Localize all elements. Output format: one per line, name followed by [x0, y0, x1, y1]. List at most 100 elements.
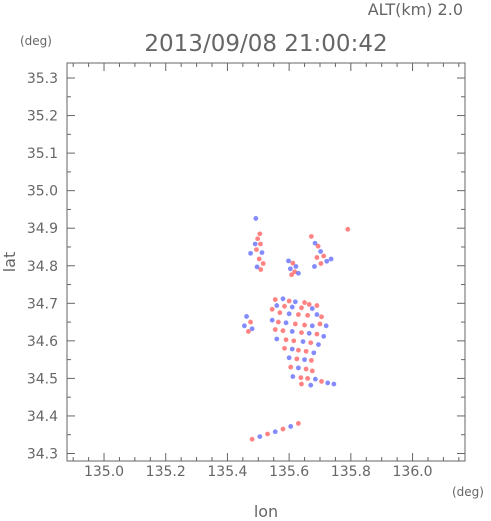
data-point — [272, 297, 278, 302]
data-point — [292, 269, 298, 275]
axis-ticks — [67, 63, 465, 461]
plot-frame — [66, 62, 466, 462]
data-point — [319, 379, 324, 384]
data-point — [316, 342, 321, 348]
data-points — [242, 216, 351, 442]
y-tick-label: 35.0 — [27, 184, 58, 200]
x-tick-label: 135.4 — [207, 464, 247, 480]
data-point — [324, 258, 330, 264]
data-point — [274, 336, 280, 342]
data-point — [295, 365, 301, 371]
data-point — [314, 312, 320, 317]
data-point — [299, 330, 304, 335]
y-axis-label: lat — [0, 252, 19, 273]
data-point — [303, 366, 309, 372]
data-point — [269, 306, 275, 312]
data-point — [295, 312, 301, 317]
y-tick-label: 34.6 — [27, 334, 58, 350]
x-tick-label: 136.0 — [393, 464, 433, 480]
data-point — [328, 256, 334, 262]
data-point — [302, 300, 307, 305]
data-point — [244, 314, 249, 319]
data-point — [248, 250, 253, 256]
x-unit-label: (deg) — [452, 485, 484, 499]
data-point — [308, 357, 314, 363]
chart-title: 2013/09/08 21:00:42 — [144, 31, 387, 57]
data-point — [259, 250, 265, 256]
data-point — [331, 381, 337, 387]
data-point — [255, 236, 261, 242]
data-point — [254, 247, 259, 253]
data-point — [289, 329, 295, 334]
data-point — [283, 320, 289, 326]
data-point — [345, 226, 351, 232]
data-point — [305, 375, 311, 381]
data-point — [302, 357, 307, 363]
x-tick-label: 135.0 — [84, 464, 124, 480]
data-point — [287, 266, 293, 272]
data-point — [282, 345, 287, 351]
data-point — [242, 323, 247, 329]
data-point — [288, 364, 294, 370]
y-tick-label: 35.3 — [27, 71, 58, 87]
data-point — [280, 296, 286, 302]
data-point — [277, 310, 283, 316]
data-point — [272, 429, 278, 435]
data-point — [295, 270, 301, 276]
y-tick-label: 35.2 — [27, 109, 58, 125]
y-unit-label: (deg) — [20, 34, 52, 48]
data-point — [272, 327, 278, 332]
data-point — [252, 241, 258, 247]
data-point — [303, 348, 309, 354]
data-point — [311, 350, 317, 356]
data-point — [274, 303, 280, 308]
data-point — [260, 261, 266, 266]
data-point — [298, 375, 304, 381]
data-point — [292, 321, 298, 327]
data-point — [299, 381, 304, 387]
x-tick-label: 135.8 — [331, 464, 371, 480]
x-axis-label: lon — [254, 502, 278, 521]
data-point — [282, 303, 287, 309]
data-point — [305, 312, 311, 318]
data-point — [321, 333, 327, 339]
data-point — [254, 264, 260, 270]
data-point — [275, 319, 281, 325]
data-point — [300, 339, 306, 344]
data-point — [286, 258, 291, 264]
data-point — [325, 380, 331, 386]
data-point — [290, 260, 296, 266]
data-point — [312, 240, 318, 246]
data-point — [269, 317, 275, 323]
data-point — [283, 337, 289, 343]
data-point — [319, 314, 324, 320]
data-point — [258, 241, 263, 247]
data-point — [249, 326, 255, 332]
data-point — [323, 323, 329, 329]
data-point — [295, 347, 301, 353]
data-point — [314, 255, 320, 260]
data-point — [309, 323, 315, 329]
data-point — [308, 340, 314, 346]
data-point — [308, 234, 314, 239]
data-point — [256, 256, 262, 262]
data-point — [312, 376, 318, 382]
x-tick-label: 135.6 — [269, 464, 309, 480]
data-point — [302, 322, 307, 328]
x-tick-label: 135.2 — [146, 464, 186, 480]
data-point — [315, 243, 321, 249]
data-point — [294, 356, 300, 362]
data-point — [258, 267, 264, 272]
data-point — [292, 299, 298, 305]
data-point — [280, 328, 286, 334]
data-point — [246, 329, 251, 334]
data-point — [293, 264, 299, 269]
data-point — [289, 346, 295, 352]
data-point — [265, 431, 270, 437]
axis-tick-labels: 135.0 135.2 135.4 135.6 135.8 136.0 34.3 34.4 34… — [27, 71, 433, 480]
data-point — [249, 436, 255, 442]
data-point — [309, 368, 315, 374]
data-point — [289, 304, 295, 310]
data-point — [286, 298, 292, 304]
